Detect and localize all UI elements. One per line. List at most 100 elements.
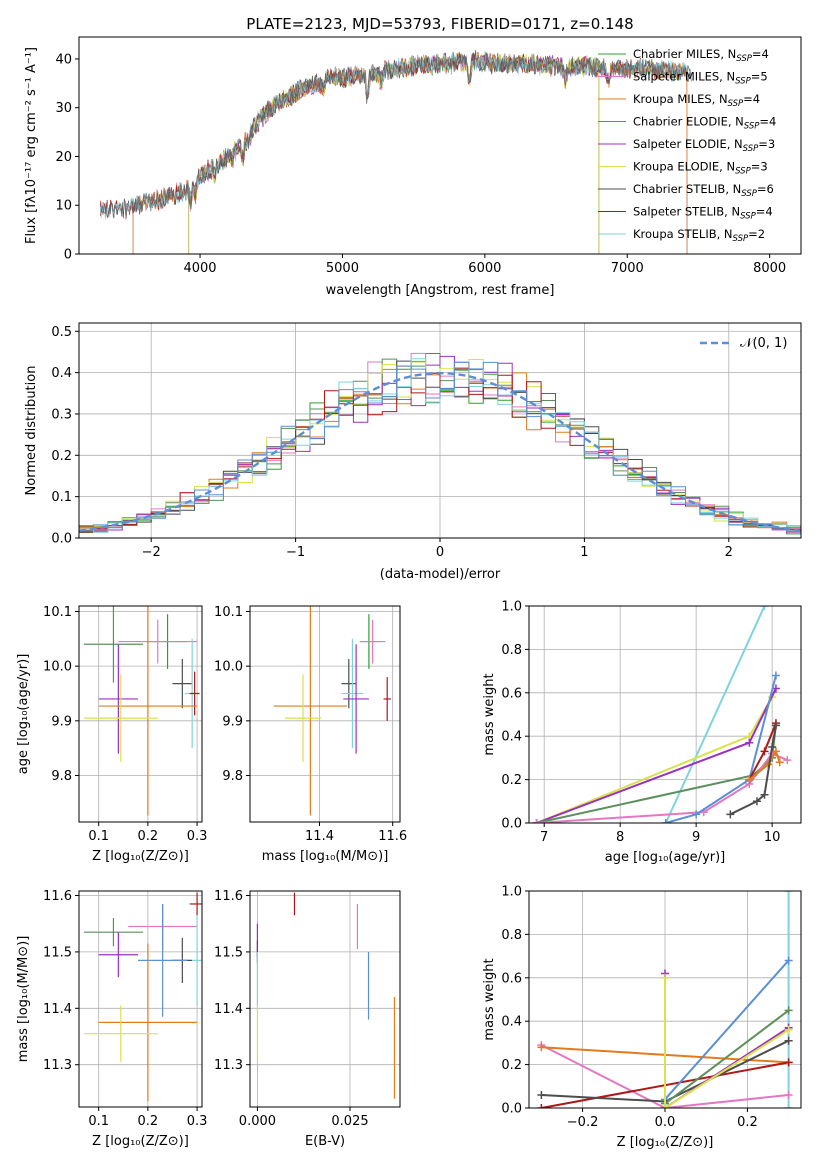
mass-weight-marker	[726, 810, 735, 819]
y-tick-label: 11.3	[43, 1058, 72, 1073]
mass-weight-marker	[784, 1036, 793, 1045]
spectrum-line	[188, 51, 600, 254]
mass-weight-marker	[537, 1104, 546, 1108]
y-tick-label: 20	[55, 150, 72, 165]
errorbar-point	[98, 943, 198, 1102]
y-tick-label: 11.4	[214, 1002, 243, 1017]
x-tick-label: 11.4	[305, 829, 334, 844]
y-tick-label: 11.5	[43, 945, 72, 960]
x-tick-label: 11.6	[378, 829, 407, 844]
x-tick-label: 0.3	[187, 829, 208, 844]
x-tick-label: 0	[436, 545, 444, 560]
grid	[250, 606, 400, 822]
spectrum-line	[188, 53, 600, 254]
mass-weight-marker	[784, 891, 793, 895]
x-tick-label: 0.000	[239, 1114, 276, 1129]
errorbar-point	[138, 903, 188, 1017]
y-tick-label: 9.8	[222, 769, 243, 784]
histogram-step	[79, 359, 801, 530]
y-tick-label: 0.3	[51, 407, 72, 422]
y-tick-label: 0.0	[51, 532, 72, 547]
errorbar-point	[118, 619, 198, 664]
legend-entry: Salpeter MILES, NSSP=5	[633, 70, 768, 87]
grid	[79, 606, 202, 822]
histogram-step	[79, 367, 801, 533]
mass-weight-marker	[784, 1090, 793, 1099]
errorbar-point	[98, 644, 139, 754]
mass-weight-marker	[532, 819, 541, 823]
y-tick-label: 0.2	[51, 449, 72, 464]
x-tick-label: 0.3	[187, 1114, 208, 1129]
mass-weight-marker	[745, 738, 754, 747]
axes-frame	[78, 890, 203, 1108]
y-tick-label: 30	[55, 101, 72, 116]
grid	[250, 891, 400, 1107]
errorbar-point	[341, 638, 364, 749]
y-tick-label: 10.0	[43, 660, 72, 675]
spectrum-line	[132, 51, 688, 254]
legend: 𝒩(0, 1)	[700, 336, 787, 351]
x-tick-label: 1	[580, 545, 588, 560]
legend-entry: Salpeter ELODIE, NSSP=3	[633, 137, 775, 154]
legend-entry: Chabrier STELIB, NSSP=6	[633, 182, 774, 199]
figure-title: PLATE=2123, MJD=53793, FIBERID=0171, z=0…	[246, 15, 633, 33]
y-axis-label: Normed distribution	[24, 366, 39, 496]
x-tick-label: 0.2	[138, 829, 159, 844]
y-tick-label: 0.4	[501, 1015, 522, 1030]
y-tick-label: 0.1	[51, 490, 72, 505]
plot-area	[256, 892, 396, 1099]
y-tick-label: 11.5	[214, 945, 243, 960]
y-tick-label: 0.8	[501, 643, 522, 658]
mass-weight-marker	[752, 797, 761, 806]
x-axis-label: age [log₁₀(age/yr)]	[605, 850, 726, 865]
mass-weight-line	[536, 688, 777, 823]
histogram-step	[79, 361, 801, 532]
x-axis-label: (data-model)/error	[380, 567, 501, 582]
mass-weight-marker	[661, 819, 670, 823]
errorbar-point	[189, 892, 202, 916]
y-axis-label: mass [log₁₀(M/M⊙)]	[16, 936, 31, 1063]
errorbar-point	[383, 677, 391, 721]
panel-age-vs-mass: 11.4 11.6 9.8 9.9 10.0 10.1 mass [log₁₀(M/M⊙)]	[214, 605, 407, 864]
x-axis-label: Z [log₁₀(Z/Z⊙)]	[92, 849, 189, 864]
errorbar-point	[284, 674, 322, 762]
errorbar-point	[98, 606, 198, 816]
grid	[79, 891, 202, 1107]
plot-area	[532, 606, 792, 823]
y-tick-label: 0.0	[501, 817, 522, 832]
errorbar-point	[98, 932, 139, 978]
mass-weight-marker	[661, 1104, 669, 1108]
panel-mass-vs-EBV: 0.000 0.025 11.3 11.4 11.5 11.6 E(B-V)	[214, 889, 401, 1149]
mass-weight-line	[536, 696, 773, 823]
errorbar-point	[83, 918, 143, 947]
errorbar-point	[343, 644, 369, 754]
mass-weight-marker	[784, 956, 793, 965]
errorbar-point	[189, 671, 200, 716]
x-tick-label: −1	[286, 545, 305, 560]
mass-weight-line	[748, 749, 781, 781]
errorbar-point	[83, 1005, 158, 1062]
histogram-step	[79, 358, 801, 533]
errorbar-point	[192, 915, 202, 1006]
x-tick-label: 0.025	[331, 1114, 368, 1129]
axes-frame	[78, 605, 203, 823]
x-axis-label: mass [log₁₀(M/M⊙)]	[262, 849, 389, 864]
mass-weight-marker	[768, 743, 777, 752]
errorbar-point	[359, 619, 386, 664]
y-axis-label: mass weight	[482, 958, 497, 1040]
y-tick-label: 10.1	[43, 605, 72, 620]
x-tick-label: 0.0	[655, 1115, 676, 1130]
y-tick-label: 0.2	[501, 1058, 522, 1073]
x-tick-label: 0.2	[737, 1115, 758, 1130]
gaussian-curve	[79, 371, 801, 532]
panel-residuals: −2 −1 0 1 2 0.0 0.1 0.2 0.3 0.4 0.5 (data-model)/er…	[24, 322, 802, 582]
spectrum-line	[100, 51, 692, 220]
y-tick-label: 0.4	[501, 730, 522, 745]
y-tick-label: 10	[55, 199, 72, 214]
x-tick-label: 8	[616, 830, 624, 845]
mass-weight-marker	[537, 1090, 546, 1099]
mass-weight-marker	[784, 1006, 793, 1015]
mass-weight-line	[664, 959, 790, 1100]
y-tick-label: 0	[64, 248, 72, 263]
y-tick-label: 0.4	[51, 366, 72, 381]
